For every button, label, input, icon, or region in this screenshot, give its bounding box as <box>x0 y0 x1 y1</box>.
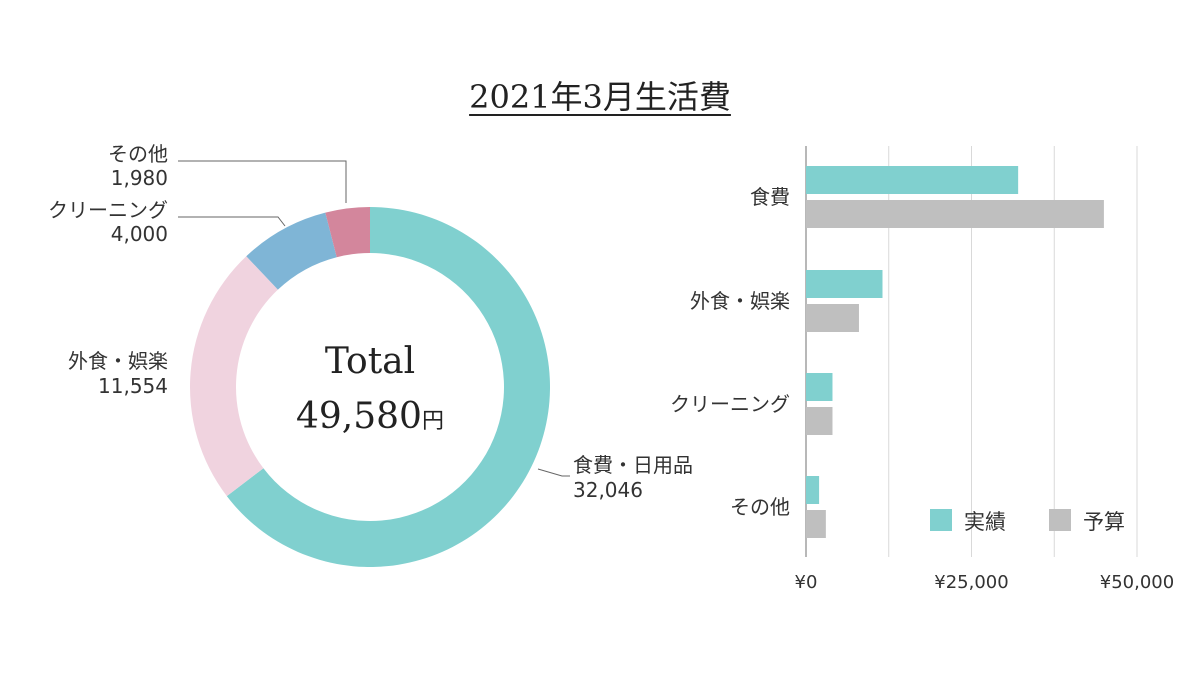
bar-category-other: その他 <box>730 495 790 519</box>
donut-value-other: 1,980 <box>111 166 168 190</box>
chart-title: 2021年3月生活費 <box>0 72 1200 118</box>
bar-other-budget <box>806 510 826 538</box>
legend-label-budget: 予算 <box>1083 510 1125 534</box>
donut-slice-cleaning <box>246 212 337 290</box>
bar-legend: 実績 予算 <box>930 509 1125 534</box>
bar-tick-label: ¥25,000 <box>934 572 1008 593</box>
donut-value-cleaning: 4,000 <box>111 222 168 246</box>
legend-swatch-budget <box>1049 509 1071 531</box>
center-total-unit: 円 <box>422 409 444 434</box>
donut-label-cleaning: クリーニング <box>48 198 168 222</box>
bar-cleaning-budget <box>806 407 833 435</box>
center-total-amount: 49,580 <box>296 396 422 437</box>
bar-category-dining-entertainment: 外食・娯楽 <box>690 289 790 313</box>
center-total-label: Total <box>325 341 415 382</box>
donut-label-other: その他 <box>108 142 168 166</box>
bar-tick-labels: ¥0 ¥25,000 ¥50,000 <box>795 572 1175 593</box>
legend-swatch-actual <box>930 509 952 531</box>
donut-label-food-daily: 食費・日用品 <box>573 453 693 477</box>
bar-food-budget <box>806 200 1104 228</box>
donut-label-dining-entertainment: 外食・娯楽 <box>68 349 168 373</box>
bar-tick-label: ¥50,000 <box>1100 572 1174 593</box>
leader-line-cleaning <box>178 216 286 227</box>
center-total-value: 49,580円 <box>296 396 444 437</box>
donut-value-food-daily: 32,046 <box>573 478 643 502</box>
donut-chart <box>189 207 550 567</box>
donut-value-dining-entertainment: 11,554 <box>98 374 168 398</box>
bar-other-actual <box>806 476 820 504</box>
bar-cleaning-actual <box>806 373 833 401</box>
bar-dining-entertainment-actual <box>806 270 883 298</box>
bar-food-actual <box>806 166 1019 194</box>
donut-center: Total 49,580円 <box>296 341 444 437</box>
chart-title-text: 2021年3月生活費 <box>469 78 731 116</box>
leader-line-other <box>178 160 347 203</box>
leader-line-food-daily <box>537 468 570 477</box>
bar-dining-entertainment-budget <box>806 304 859 332</box>
bar-tick-label: ¥0 <box>795 572 818 593</box>
bar-category-food: 食費 <box>750 185 790 209</box>
legend-label-actual: 実績 <box>964 510 1006 534</box>
bar-category-cleaning: クリーニング <box>670 392 790 416</box>
donut-slice-dining-entertainment <box>189 256 278 497</box>
donut-slice-other <box>325 207 370 258</box>
bar-chart <box>806 166 1104 538</box>
